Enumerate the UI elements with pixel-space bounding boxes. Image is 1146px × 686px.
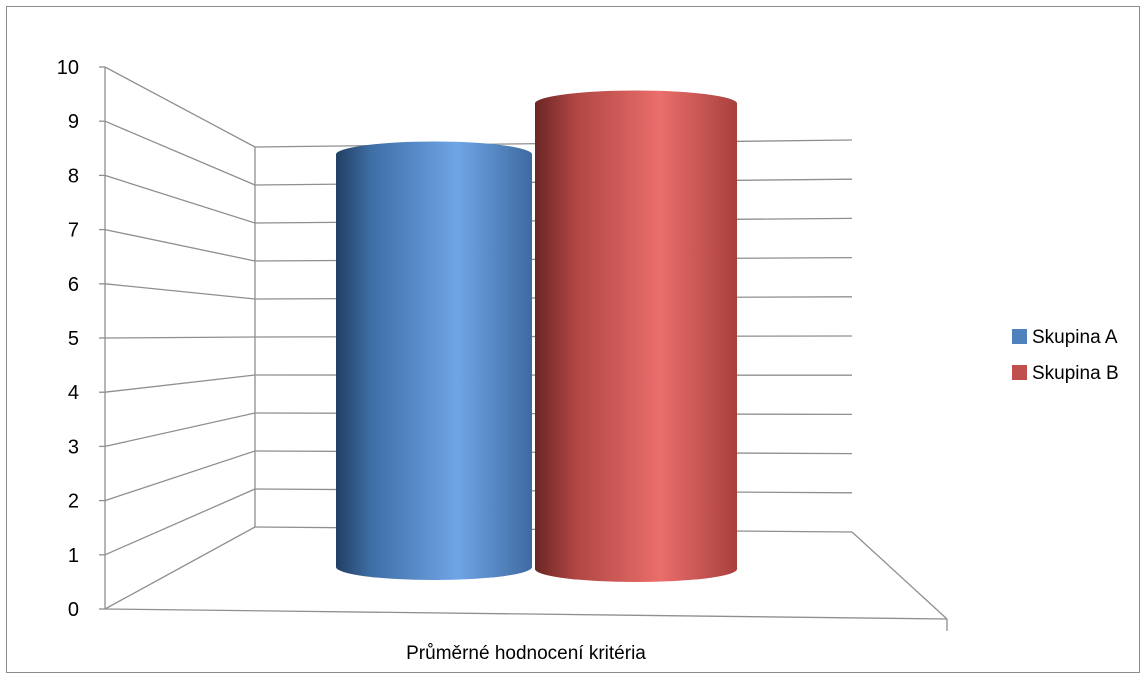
bar-top [535, 91, 737, 117]
gridline-side [105, 375, 255, 392]
y-tick-label: 6 [68, 274, 79, 296]
y-tick-label: 8 [68, 165, 79, 187]
y-axis-ticks: 0 1 2 3 4 5 6 7 8 9 10 [57, 57, 105, 621]
chart-frame: 0 1 2 3 4 5 6 7 8 9 10 Průměrné hodnocení kritéria… [6, 6, 1140, 673]
x-axis-category-labels: Průměrné hodnocení kritéria [406, 643, 646, 664]
gridline-side [105, 121, 255, 185]
bar-skupina-a [336, 142, 532, 580]
y-tick-label: 7 [68, 220, 79, 242]
bar-skupina-b [535, 91, 737, 582]
x-category-label: Průměrné hodnocení kritéria [406, 643, 646, 664]
y-tick-label: 5 [68, 328, 79, 350]
legend: Skupina A Skupina B [1012, 327, 1119, 384]
y-tick-label: 3 [68, 436, 79, 458]
gridline-side [105, 67, 255, 147]
bars [336, 91, 737, 582]
y-tick-label: 10 [57, 57, 79, 79]
legend-swatch [1012, 329, 1027, 344]
gridline-side [105, 337, 255, 338]
bar-body [336, 155, 532, 580]
y-tick-label: 4 [68, 382, 79, 404]
y-tick-label: 0 [68, 599, 79, 621]
gridline-side [105, 489, 255, 555]
legend-swatch [1012, 365, 1027, 380]
gridline-side [105, 175, 255, 223]
bar-body [535, 104, 737, 582]
y-tick-label: 2 [68, 491, 79, 513]
gridline-side [105, 451, 255, 501]
y-tick-label: 9 [68, 111, 79, 133]
gridline-side [105, 413, 255, 446]
gridline-side [105, 230, 255, 261]
y-tick-label: 1 [68, 545, 79, 567]
chart-svg: 0 1 2 3 4 5 6 7 8 9 10 Průměrné hodnocení kritéria… [7, 7, 1146, 686]
legend-label: Skupina A [1032, 327, 1118, 348]
gridline-side [105, 284, 255, 299]
bar-top [336, 142, 532, 168]
legend-label: Skupina B [1032, 363, 1119, 384]
